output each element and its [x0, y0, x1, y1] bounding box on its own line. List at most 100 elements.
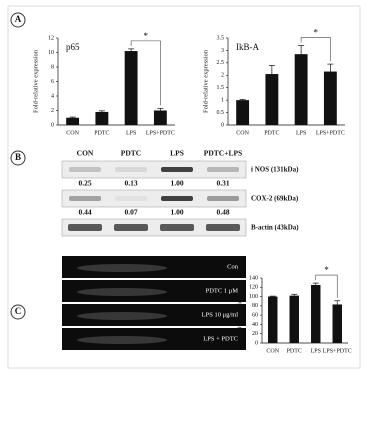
bar — [153, 110, 167, 125]
blot-value: 0.31 — [216, 179, 229, 188]
y-tick-label: 20 — [252, 331, 258, 337]
y-tick-label: 0 — [51, 122, 54, 128]
y-tick-label: 0 — [221, 122, 224, 128]
blot-band — [115, 196, 147, 201]
blot-band — [115, 167, 147, 172]
y-tick-label: 10 — [48, 50, 54, 56]
y-tick-label: 100 — [249, 294, 258, 300]
x-tick-label: PDTC — [287, 348, 302, 354]
y-tick-label: 0.5 — [217, 110, 225, 116]
panel-badge — [10, 150, 26, 166]
blot-band — [161, 196, 193, 201]
y-tick-label: 2 — [221, 73, 224, 79]
x-tick-label: LPS+PDTC — [323, 348, 352, 354]
significance-label: * — [324, 265, 329, 275]
y-tick-label: 80 — [252, 303, 258, 309]
blot-strip — [61, 160, 247, 179]
y-tick-label: 40 — [252, 322, 258, 328]
fish-shape — [77, 336, 167, 344]
blot-band — [69, 196, 101, 201]
y-tick-label: 60 — [252, 313, 258, 319]
bar — [289, 295, 299, 343]
chart-title: p65 — [66, 42, 80, 52]
significance-label: * — [314, 28, 319, 38]
bar — [66, 117, 80, 125]
x-tick-label: LPS — [311, 348, 321, 354]
y-tick-label: 6 — [51, 79, 54, 85]
blot-column-label: PDTC+LPS — [204, 149, 242, 158]
bar — [95, 111, 109, 125]
blot-band — [207, 167, 239, 172]
x-tick-label: LPS+PDTC — [316, 130, 345, 136]
panel-badge — [10, 12, 26, 28]
y-tick-label: 3 — [221, 48, 224, 54]
bar — [236, 100, 250, 125]
blot-column-label: PDTC — [121, 149, 141, 158]
blot-value: 0.13 — [124, 179, 137, 188]
y-tick-label: 4 — [51, 93, 54, 99]
blot-band — [207, 196, 239, 201]
fish-label: Con — [227, 263, 239, 270]
blot-column-label: CON — [77, 149, 94, 158]
x-tick-label: CON — [266, 348, 279, 354]
bar — [323, 71, 337, 125]
fish-shape — [77, 264, 167, 272]
y-tick-label: 0 — [255, 340, 258, 346]
blot-band — [68, 224, 102, 231]
y-axis-label: Fold-relative expression — [32, 49, 39, 113]
y-tick-label: 120 — [249, 285, 258, 291]
fish-label: PDTC 1 μM — [206, 287, 239, 294]
fish-shape — [77, 288, 167, 296]
x-tick-label: LPS — [296, 130, 306, 136]
x-tick-label: LPS+PDTC — [146, 130, 175, 136]
fish-shape — [77, 312, 167, 320]
blot-strip — [61, 189, 247, 208]
panel-label: A — [15, 14, 22, 24]
blot-row-label: B-actin (43kDa) — [251, 224, 299, 232]
bar — [311, 284, 321, 343]
significance-bracket — [300, 37, 331, 62]
y-tick-label: 140 — [249, 275, 258, 281]
panel-label: B — [15, 152, 21, 162]
blot-column-label: LPS — [170, 149, 184, 158]
bar — [294, 54, 308, 125]
blot-value: 1.00 — [170, 208, 183, 217]
y-tick-label: 2 — [51, 108, 54, 114]
fish-label: LPS + PDTC — [203, 335, 238, 342]
chart-title: IkB-A — [236, 42, 259, 52]
x-tick-label: CON — [236, 130, 249, 136]
blot-value: 0.07 — [124, 208, 137, 217]
y-tick-label: 1 — [221, 98, 224, 104]
blot-band — [206, 224, 240, 231]
panel-label: C — [15, 306, 22, 316]
significance-bracket — [130, 40, 161, 106]
y-tick-label: 12 — [48, 35, 54, 41]
blot-band — [160, 224, 194, 231]
significance-bracket — [315, 274, 338, 298]
blot-band — [114, 224, 148, 231]
panel-badge — [10, 304, 26, 320]
blot-strip — [61, 218, 247, 237]
x-tick-label: PDTC — [264, 130, 279, 136]
y-tick-label: 2.5 — [217, 60, 225, 66]
blot-value: 0.44 — [78, 208, 91, 217]
bar — [268, 296, 278, 343]
blot-value: 1.00 — [170, 179, 183, 188]
y-axis-label: Fold-relative expression — [202, 49, 209, 113]
y-tick-label: 3.5 — [217, 35, 225, 41]
x-tick-label: LPS — [126, 130, 136, 136]
blot-band — [69, 167, 101, 172]
y-tick-label: 8 — [51, 64, 54, 70]
significance-label: * — [144, 31, 149, 41]
blot-row-label: i NOS (131kDa) — [251, 166, 299, 174]
frame — [7, 5, 361, 369]
x-tick-label: PDTC — [94, 130, 109, 136]
blot-value: 0.25 — [78, 179, 91, 188]
bar — [265, 74, 279, 125]
bar — [332, 304, 342, 343]
y-tick-label: 1.5 — [217, 85, 225, 91]
blot-band — [161, 167, 193, 172]
bar — [124, 51, 138, 125]
fish-label: LPS 10 μg/ml — [202, 311, 239, 318]
